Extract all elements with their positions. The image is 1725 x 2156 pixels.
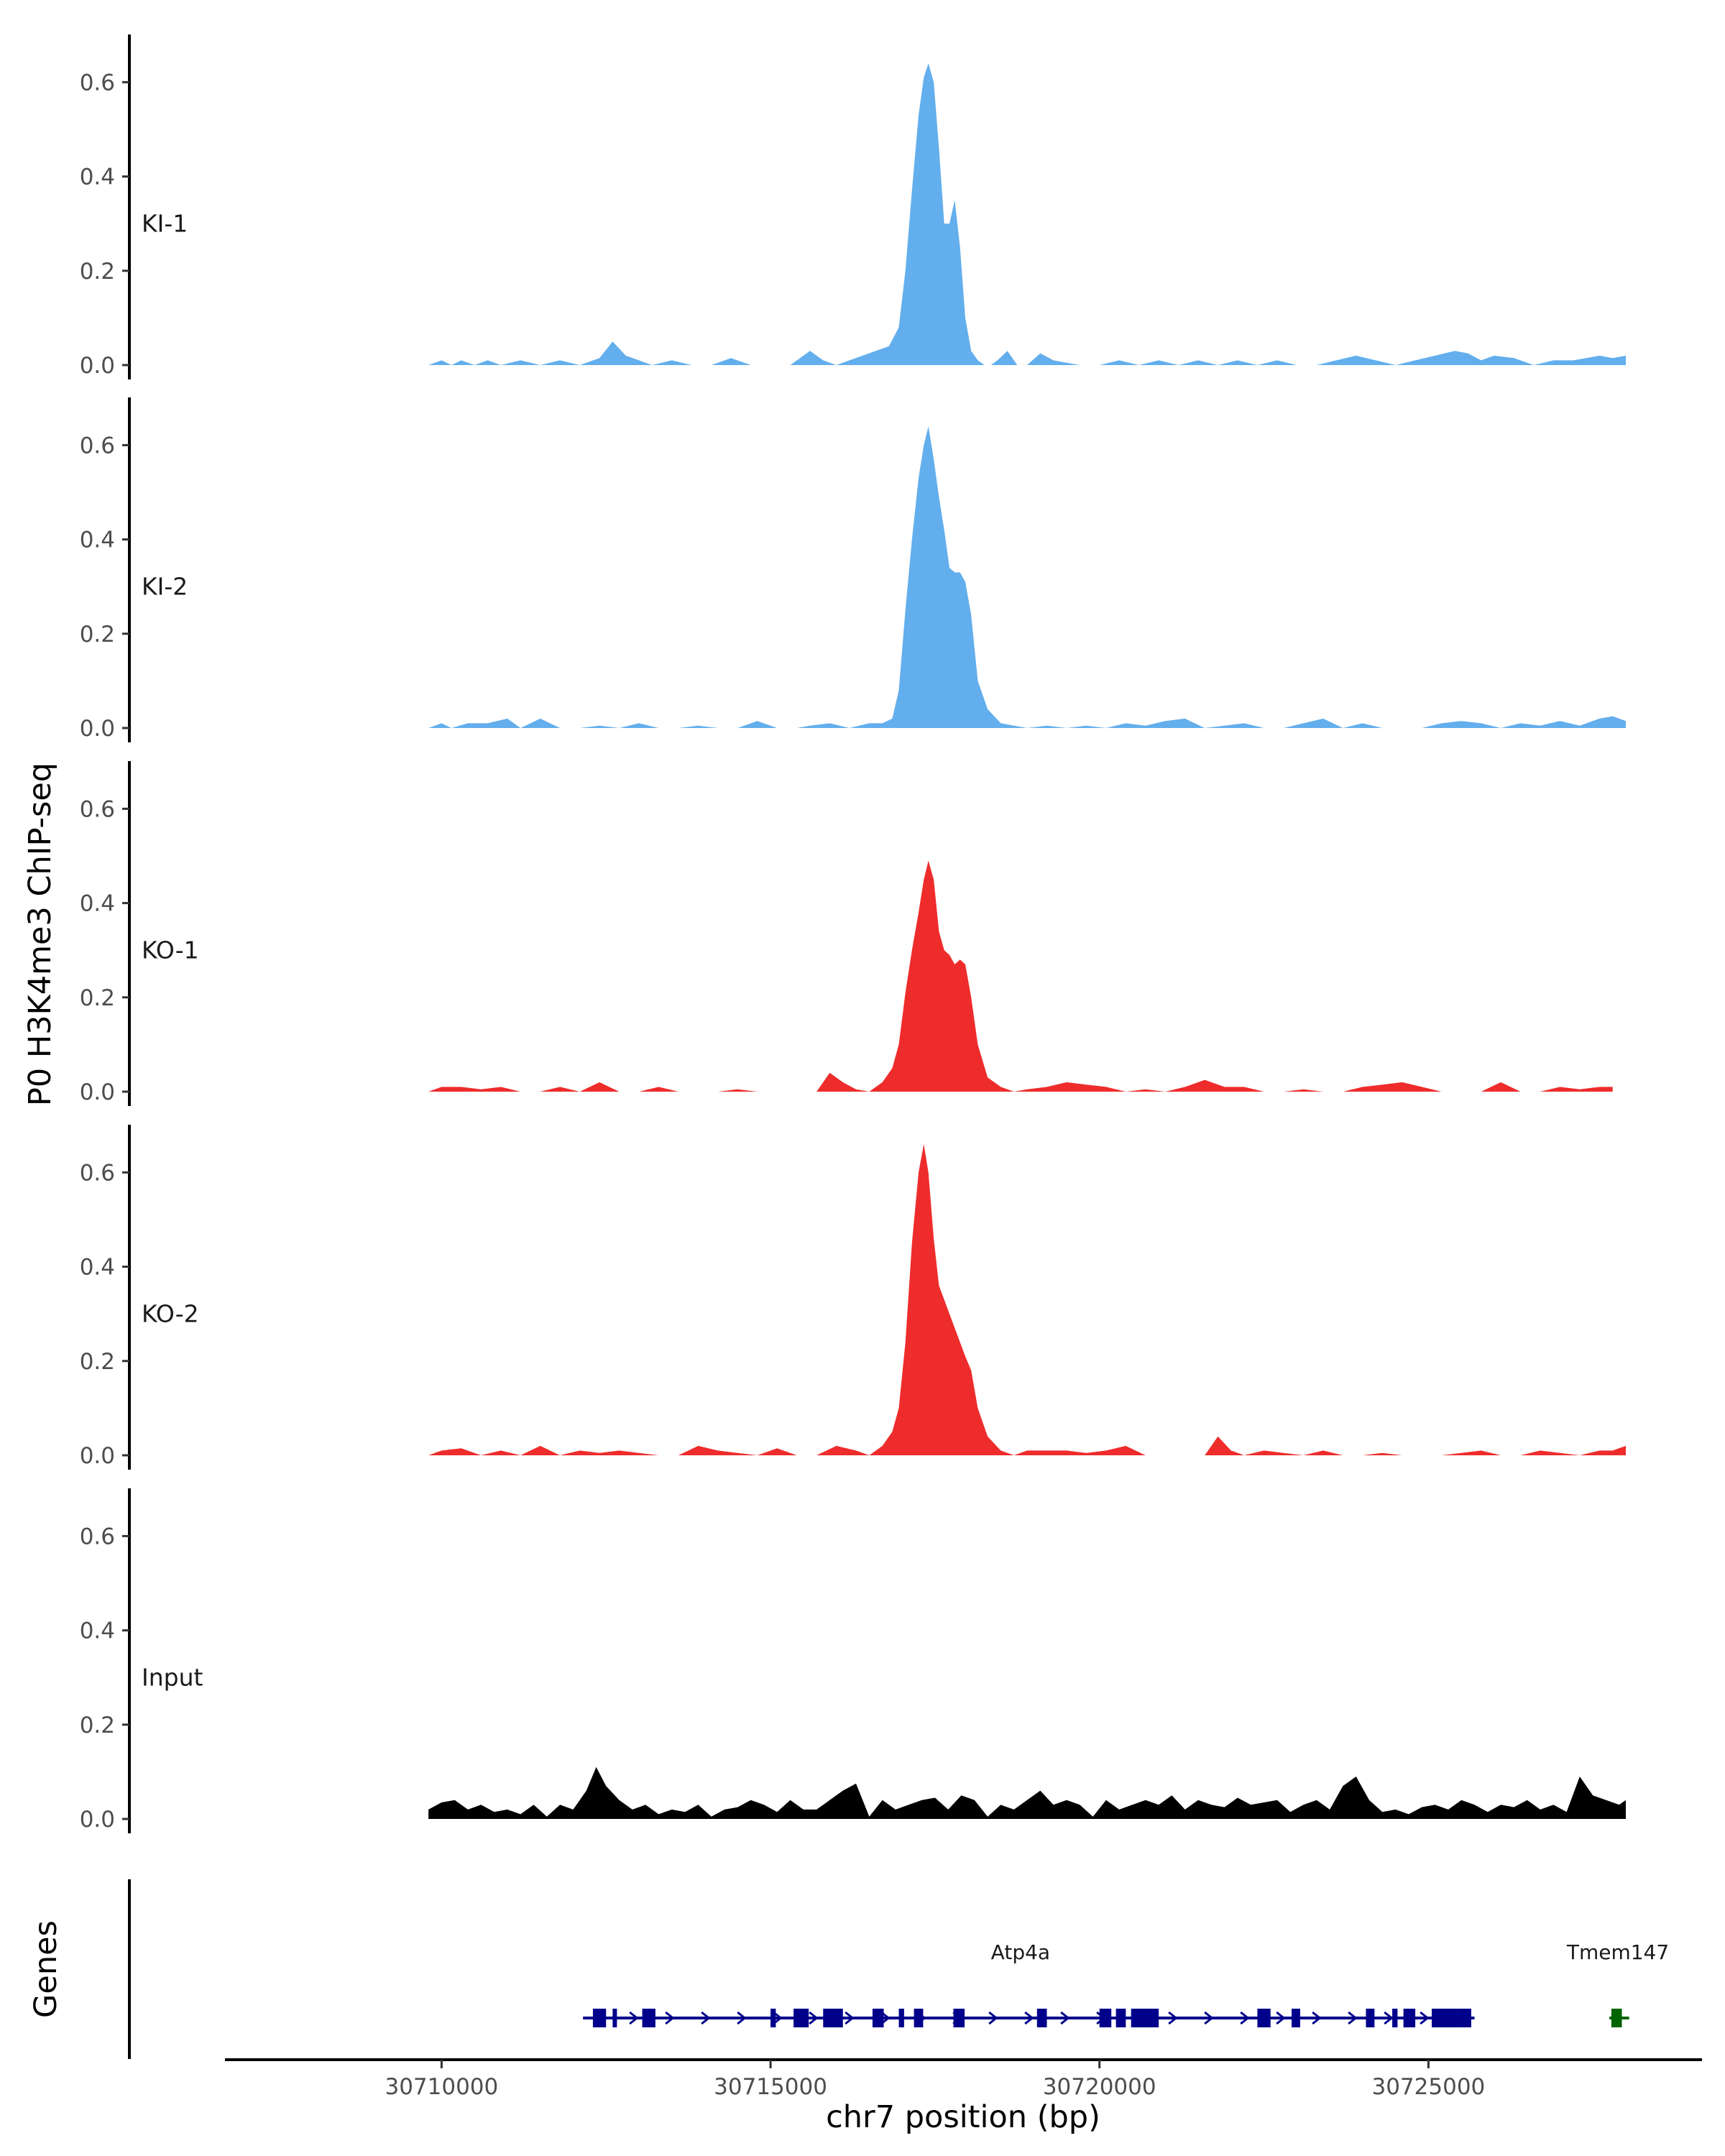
x-tick-label: 30715000 <box>714 2074 827 2100</box>
strand-arrow <box>1276 2011 1286 2025</box>
gene-exon <box>1431 2009 1458 2027</box>
y-tick-label: 0.0 <box>80 353 115 379</box>
gene-name-label: Atp4a <box>991 1940 1050 1964</box>
track-label: KO-2 <box>142 1299 199 1327</box>
strand-arrow <box>1024 2011 1034 2025</box>
y-tick-label: 0.4 <box>80 1255 115 1281</box>
x-tick-label: 30720000 <box>1043 2074 1156 2100</box>
track-ko-1: 0.0 0.2 0.4 0.6 KO-1 <box>80 761 1613 1106</box>
gene-exon <box>1257 2009 1271 2027</box>
x-axis-title: chr7 position (bp) <box>826 2099 1100 2135</box>
coverage-area <box>428 1766 1626 1819</box>
track-input: 0.0 0.2 0.4 0.6 Input <box>80 1488 1626 1833</box>
gene-tmem147: Tmem147 <box>1566 1940 1669 2027</box>
gene-exon <box>1392 2009 1398 2027</box>
strand-arrow <box>1348 2011 1358 2025</box>
gene-exon <box>914 2009 924 2027</box>
strand-arrow <box>1168 2011 1178 2025</box>
x-tick-label: 30725000 <box>1371 2074 1485 2100</box>
y-axis-title: P0 H3K4me3 ChIP-seq <box>22 763 58 1106</box>
gene-name-label: Tmem147 <box>1566 1940 1669 1964</box>
strand-arrow <box>1312 2011 1322 2025</box>
gene-exon <box>794 2009 809 2027</box>
gene-exon <box>1099 2009 1112 2027</box>
y-tick-label: 0.2 <box>80 1349 115 1375</box>
strand-arrow <box>988 2011 998 2025</box>
strand-arrow <box>845 2011 855 2025</box>
track-ki-2: 0.0 0.2 0.4 0.6 KI-2 <box>80 397 1626 742</box>
track-label: KO-1 <box>142 936 199 964</box>
strand-arrow <box>1384 2011 1394 2025</box>
y-tick-label: 0.0 <box>80 1079 115 1105</box>
track-label: Input <box>142 1663 203 1691</box>
y-tick-label: 0.6 <box>80 1160 115 1186</box>
strand-arrow <box>1204 2011 1214 2025</box>
strand-arrow <box>773 2011 783 2025</box>
track-ki-1: 0.0 0.2 0.4 0.6 KI-1 <box>80 34 1626 379</box>
y-tick-label: 0.0 <box>80 1807 115 1833</box>
gene-exon <box>1116 2009 1126 2027</box>
y-tick-label: 0.2 <box>80 259 115 285</box>
strand-arrow <box>809 2011 819 2025</box>
genes-track-title: Genes <box>28 1920 64 2018</box>
gene-annotation-track: Genes Atp4a Tmem147 <box>28 1879 1669 2059</box>
gene-exon <box>872 2009 884 2027</box>
y-tick-label: 0.6 <box>80 70 115 96</box>
gene-exon <box>592 2009 607 2027</box>
strand-arrow <box>1420 2011 1430 2025</box>
gene-exon <box>1131 2009 1159 2027</box>
gene-exon <box>953 2009 965 2027</box>
y-tick-label: 0.0 <box>80 1443 115 1469</box>
coverage-area <box>428 63 1626 365</box>
coverage-tracks: 0.00.20.40.6KI-10.00.20.40.6KI-20.00.20.… <box>80 34 1626 1833</box>
y-tick-label: 0.2 <box>80 622 115 648</box>
gene-exon <box>898 2009 904 2027</box>
y-tick-label: 0.6 <box>80 796 115 822</box>
gene-exon <box>1458 2009 1471 2027</box>
y-tick-label: 0.6 <box>80 1524 115 1549</box>
y-tick-label: 0.0 <box>80 716 115 742</box>
strand-arrow <box>701 2011 711 2025</box>
y-tick-label: 0.4 <box>80 891 115 917</box>
y-tick-label: 0.2 <box>80 985 115 1011</box>
y-tick-label: 0.4 <box>80 528 115 553</box>
x-tick-label: 30710000 <box>385 2074 498 2100</box>
gene-exon <box>1036 2009 1047 2027</box>
gene-exon <box>1366 2009 1375 2027</box>
x-axis: 30710000 30715000 30720000 30725000 <box>225 2058 1702 2100</box>
coverage-area <box>428 1144 1626 1455</box>
gene-exon <box>770 2009 776 2027</box>
gene-exon <box>612 2009 617 2027</box>
strand-arrow <box>880 2011 891 2025</box>
y-tick-label: 0.4 <box>80 1618 115 1644</box>
track-ko-2: 0.0 0.2 0.4 0.6 KO-2 <box>80 1125 1626 1470</box>
gene-exon <box>1403 2009 1416 2027</box>
track-label: KI-2 <box>142 572 188 600</box>
y-tick-label: 0.2 <box>80 1713 115 1738</box>
y-tick-label: 0.6 <box>80 433 115 459</box>
strand-arrow <box>737 2011 747 2025</box>
gene-atp4a: Atp4a <box>583 1940 1475 2027</box>
strand-arrow <box>629 2011 639 2025</box>
gene-exon <box>642 2009 656 2027</box>
coverage-area <box>428 426 1626 728</box>
gene-exon <box>823 2009 843 2027</box>
gene-exon <box>1292 2009 1300 2027</box>
y-tick-label: 0.4 <box>80 165 115 190</box>
strand-arrow <box>665 2011 675 2025</box>
strand-arrow <box>1060 2011 1070 2025</box>
gene-exon <box>1611 2009 1622 2027</box>
strand-arrow <box>1240 2011 1250 2025</box>
coverage-area <box>428 860 1613 1092</box>
track-label: KI-1 <box>142 209 188 237</box>
